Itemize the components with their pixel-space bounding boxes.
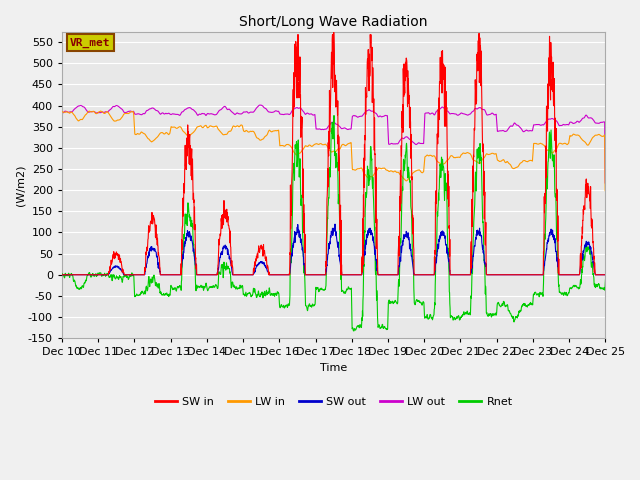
- X-axis label: Time: Time: [320, 363, 348, 373]
- Legend: SW in, LW in, SW out, LW out, Rnet: SW in, LW in, SW out, LW out, Rnet: [150, 393, 517, 412]
- Y-axis label: (W/m2): (W/m2): [15, 164, 25, 205]
- Title: Short/Long Wave Radiation: Short/Long Wave Radiation: [239, 15, 428, 29]
- Text: VR_met: VR_met: [70, 37, 111, 48]
